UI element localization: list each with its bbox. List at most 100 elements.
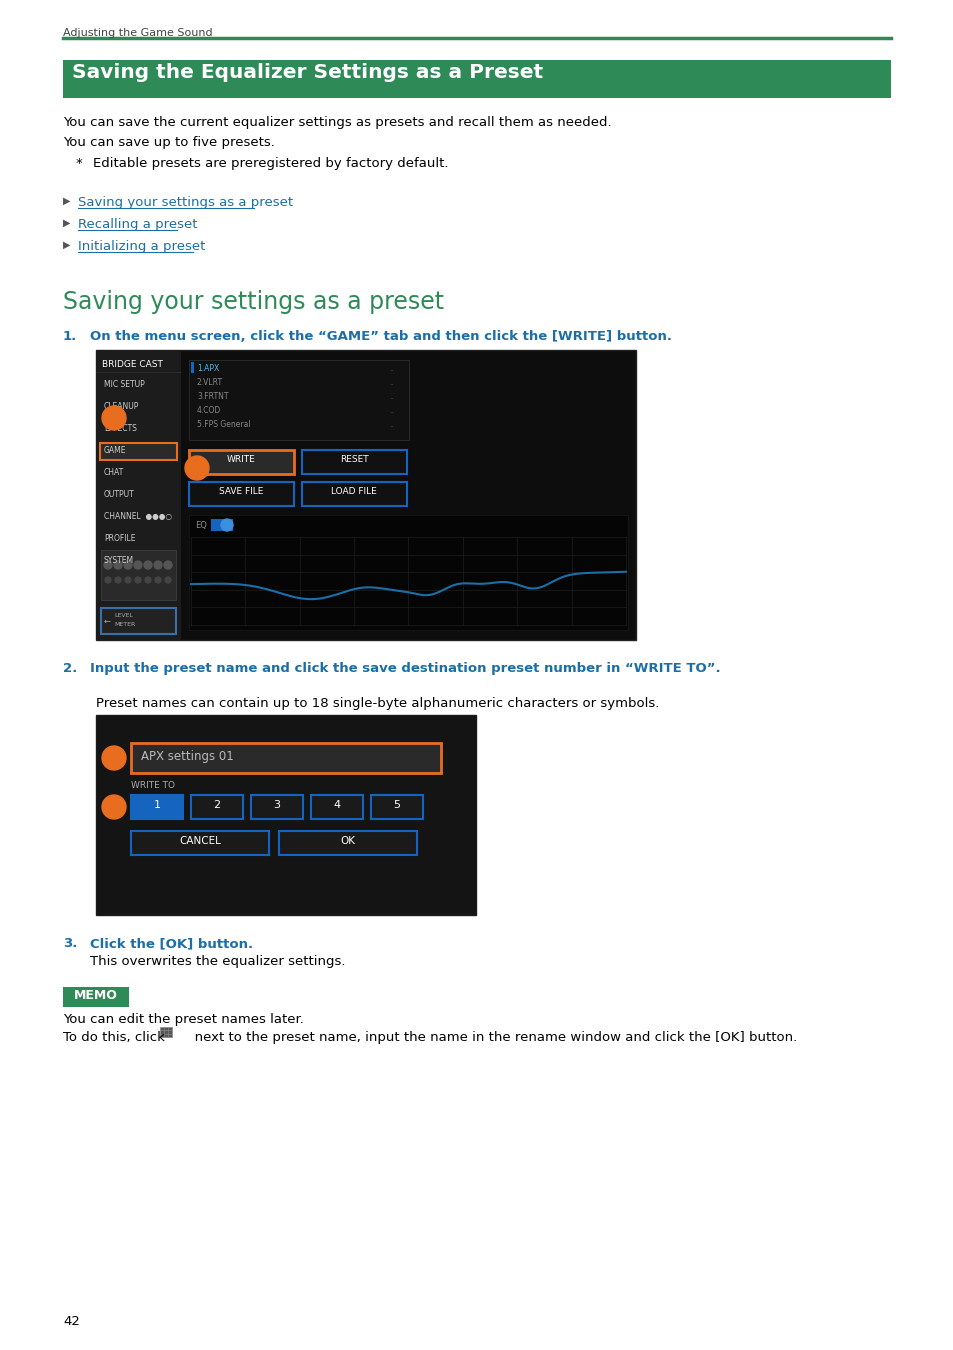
Text: MIC SETUP: MIC SETUP [104,379,145,389]
Text: SYSTEM: SYSTEM [104,556,134,566]
Text: Adjusting the Game Sound: Adjusting the Game Sound [63,28,213,38]
Circle shape [145,576,151,583]
Text: Saving your settings as a preset: Saving your settings as a preset [63,290,444,315]
Text: Input the preset name and click the save destination preset number in “WRITE TO”: Input the preset name and click the save… [90,662,720,675]
Text: ▶: ▶ [63,217,71,228]
Text: You can save the current equalizer settings as presets and recall them as needed: You can save the current equalizer setti… [63,116,611,130]
Text: Saving the Equalizer Settings as a Preset: Saving the Equalizer Settings as a Prese… [71,63,542,82]
Text: 2.: 2. [63,662,77,675]
Text: Initializing a preset: Initializing a preset [78,240,205,252]
Bar [100,443,177,460]
Text: LEVEL: LEVEL [113,613,132,618]
Circle shape [164,562,172,568]
Circle shape [165,576,171,583]
Text: 1.APX: 1.APX [196,364,219,373]
Text: GAME: GAME [104,446,127,455]
Text: You can edit the preset names later.: You can edit the preset names later. [63,1012,304,1026]
Text: This overwrites the equalizer settings.: This overwrites the equalizer settings. [90,954,345,968]
Circle shape [113,562,122,568]
Text: 1: 1 [110,413,118,423]
Text: ..: .. [389,420,394,429]
Bar [131,795,183,819]
Text: WRITE TO: WRITE TO [131,782,174,790]
Text: ..: .. [389,406,394,414]
Text: ▶: ▶ [63,240,71,250]
Text: 5: 5 [393,801,400,810]
Text: *: * [76,157,83,170]
Text: ▶: ▶ [63,196,71,207]
Text: 3.: 3. [63,937,77,950]
Bar [211,518,233,531]
Text: CHAT: CHAT [104,468,124,477]
Text: SAVE FILE: SAVE FILE [218,487,263,495]
Circle shape [154,576,161,583]
Bar [189,514,627,630]
Bar [101,549,175,599]
Circle shape [124,562,132,568]
Circle shape [153,562,162,568]
Text: MEMO: MEMO [74,990,118,1002]
Text: ..: .. [389,364,394,373]
Text: 42: 42 [63,1315,80,1328]
Text: APX settings 01: APX settings 01 [141,751,233,763]
Circle shape [115,576,121,583]
Text: RESET: RESET [339,455,368,464]
Text: Editable presets are preregistered by factory default.: Editable presets are preregistered by fa… [92,157,448,170]
Bar [101,608,175,634]
Bar [189,450,294,474]
Bar [251,795,303,819]
Text: 2.VLRT: 2.VLRT [196,378,223,387]
Text: CHANNEL  ●●●○: CHANNEL ●●●○ [104,512,172,521]
Text: 3.FRTNT: 3.FRTNT [196,392,229,401]
Text: OK: OK [340,836,355,846]
Text: CLEANUP: CLEANUP [104,402,139,410]
Bar [191,795,243,819]
Circle shape [102,406,126,431]
Text: WRITE: WRITE [227,455,255,464]
Bar [311,795,363,819]
Text: 3: 3 [274,801,280,810]
Circle shape [144,562,152,568]
Circle shape [135,576,141,583]
Bar [302,450,407,474]
Bar [131,832,269,855]
Circle shape [125,576,131,583]
Text: ←: ← [104,617,111,626]
Bar [302,482,407,506]
Circle shape [104,562,112,568]
Bar [131,743,440,774]
Text: 2: 2 [193,463,201,472]
Text: Saving your settings as a preset: Saving your settings as a preset [78,196,293,209]
Text: OUTPUT: OUTPUT [104,490,134,500]
Bar [96,716,476,915]
Text: PROFILE: PROFILE [104,535,135,543]
Text: To do this, click       next to the preset name, input the name in the rename wi: To do this, click next to the preset nam… [63,1031,797,1044]
Bar [63,987,129,1007]
Text: 2: 2 [110,802,118,811]
Text: ..: .. [389,392,394,401]
Circle shape [102,795,126,819]
Text: LOAD FILE: LOAD FILE [331,487,376,495]
Bar [191,362,193,373]
Text: EQ: EQ [194,521,207,531]
Text: Preset names can contain up to 18 single-byte alphanumeric characters or symbols: Preset names can contain up to 18 single… [96,697,659,710]
Circle shape [133,562,142,568]
Bar [189,482,294,506]
Circle shape [185,456,209,481]
Text: 2: 2 [213,801,220,810]
Text: BRIDGE CAST: BRIDGE CAST [102,360,163,369]
Bar [160,1027,172,1037]
Text: METER: METER [113,622,135,626]
Bar [96,350,181,640]
Bar [63,59,890,99]
Text: 5.FPS General: 5.FPS General [196,420,251,429]
Text: 4.COD: 4.COD [196,406,221,414]
Text: Recalling a preset: Recalling a preset [78,217,197,231]
Bar [371,795,422,819]
Text: ..: .. [389,378,394,387]
Text: EFFECTS: EFFECTS [104,424,136,433]
Text: On the menu screen, click the “GAME” tab and then click the [WRITE] button.: On the menu screen, click the “GAME” tab… [90,329,671,343]
Bar [189,360,409,440]
Text: 1: 1 [153,801,160,810]
Text: CANCEL: CANCEL [179,836,221,846]
